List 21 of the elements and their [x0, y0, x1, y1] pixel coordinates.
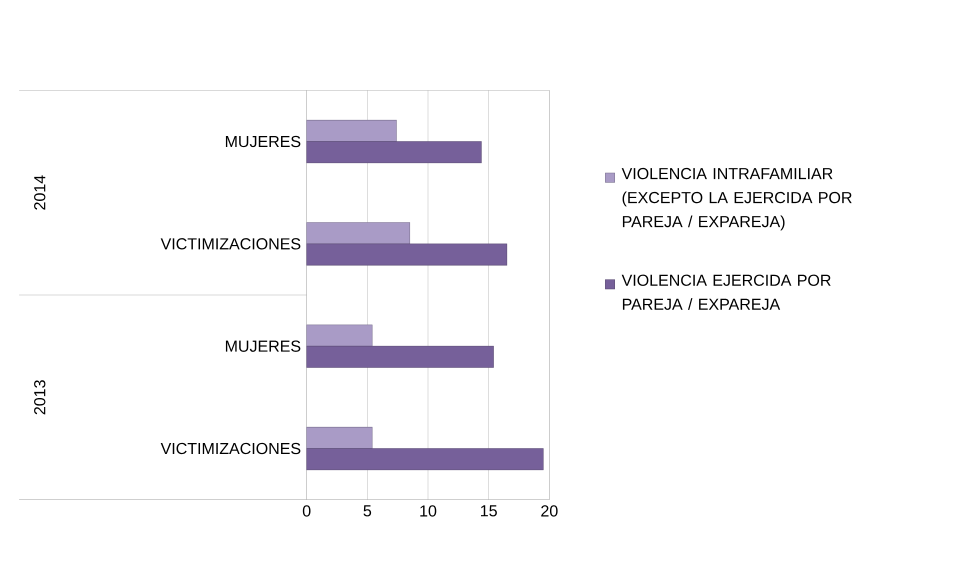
x-tick-label: 10	[420, 505, 436, 517]
bar	[306, 120, 397, 142]
x-tick-label: 5	[364, 505, 372, 516]
y-tick-label: MUJERES	[226, 340, 300, 352]
legend-label: VIOLENCIA EJERCIDA POR PAREJA / EXPAREJA	[622, 274, 831, 310]
y-tick-label: VICTIMIZACIONES	[160, 442, 300, 454]
text: 2014	[34, 175, 46, 210]
x-tick-label: 20	[541, 505, 558, 517]
bar	[306, 222, 410, 244]
y-tick-label: VICTIMIZACIONES	[160, 238, 300, 250]
x-tick-label: 15	[480, 505, 497, 516]
bar	[306, 448, 544, 470]
bar	[306, 346, 494, 368]
bar	[306, 426, 372, 449]
x-tick-label: 0	[302, 505, 310, 517]
y-tick-label: MUJERES	[226, 136, 300, 148]
bar	[306, 141, 482, 164]
legend-label: VIOLENCIA INTRAFAMILIAR (EXCEPTO LA EJERCIDA POR PAREJA / EXPAREJA)	[622, 168, 852, 230]
bar	[306, 324, 372, 346]
text: 2013	[34, 380, 46, 414]
bar	[306, 244, 508, 266]
